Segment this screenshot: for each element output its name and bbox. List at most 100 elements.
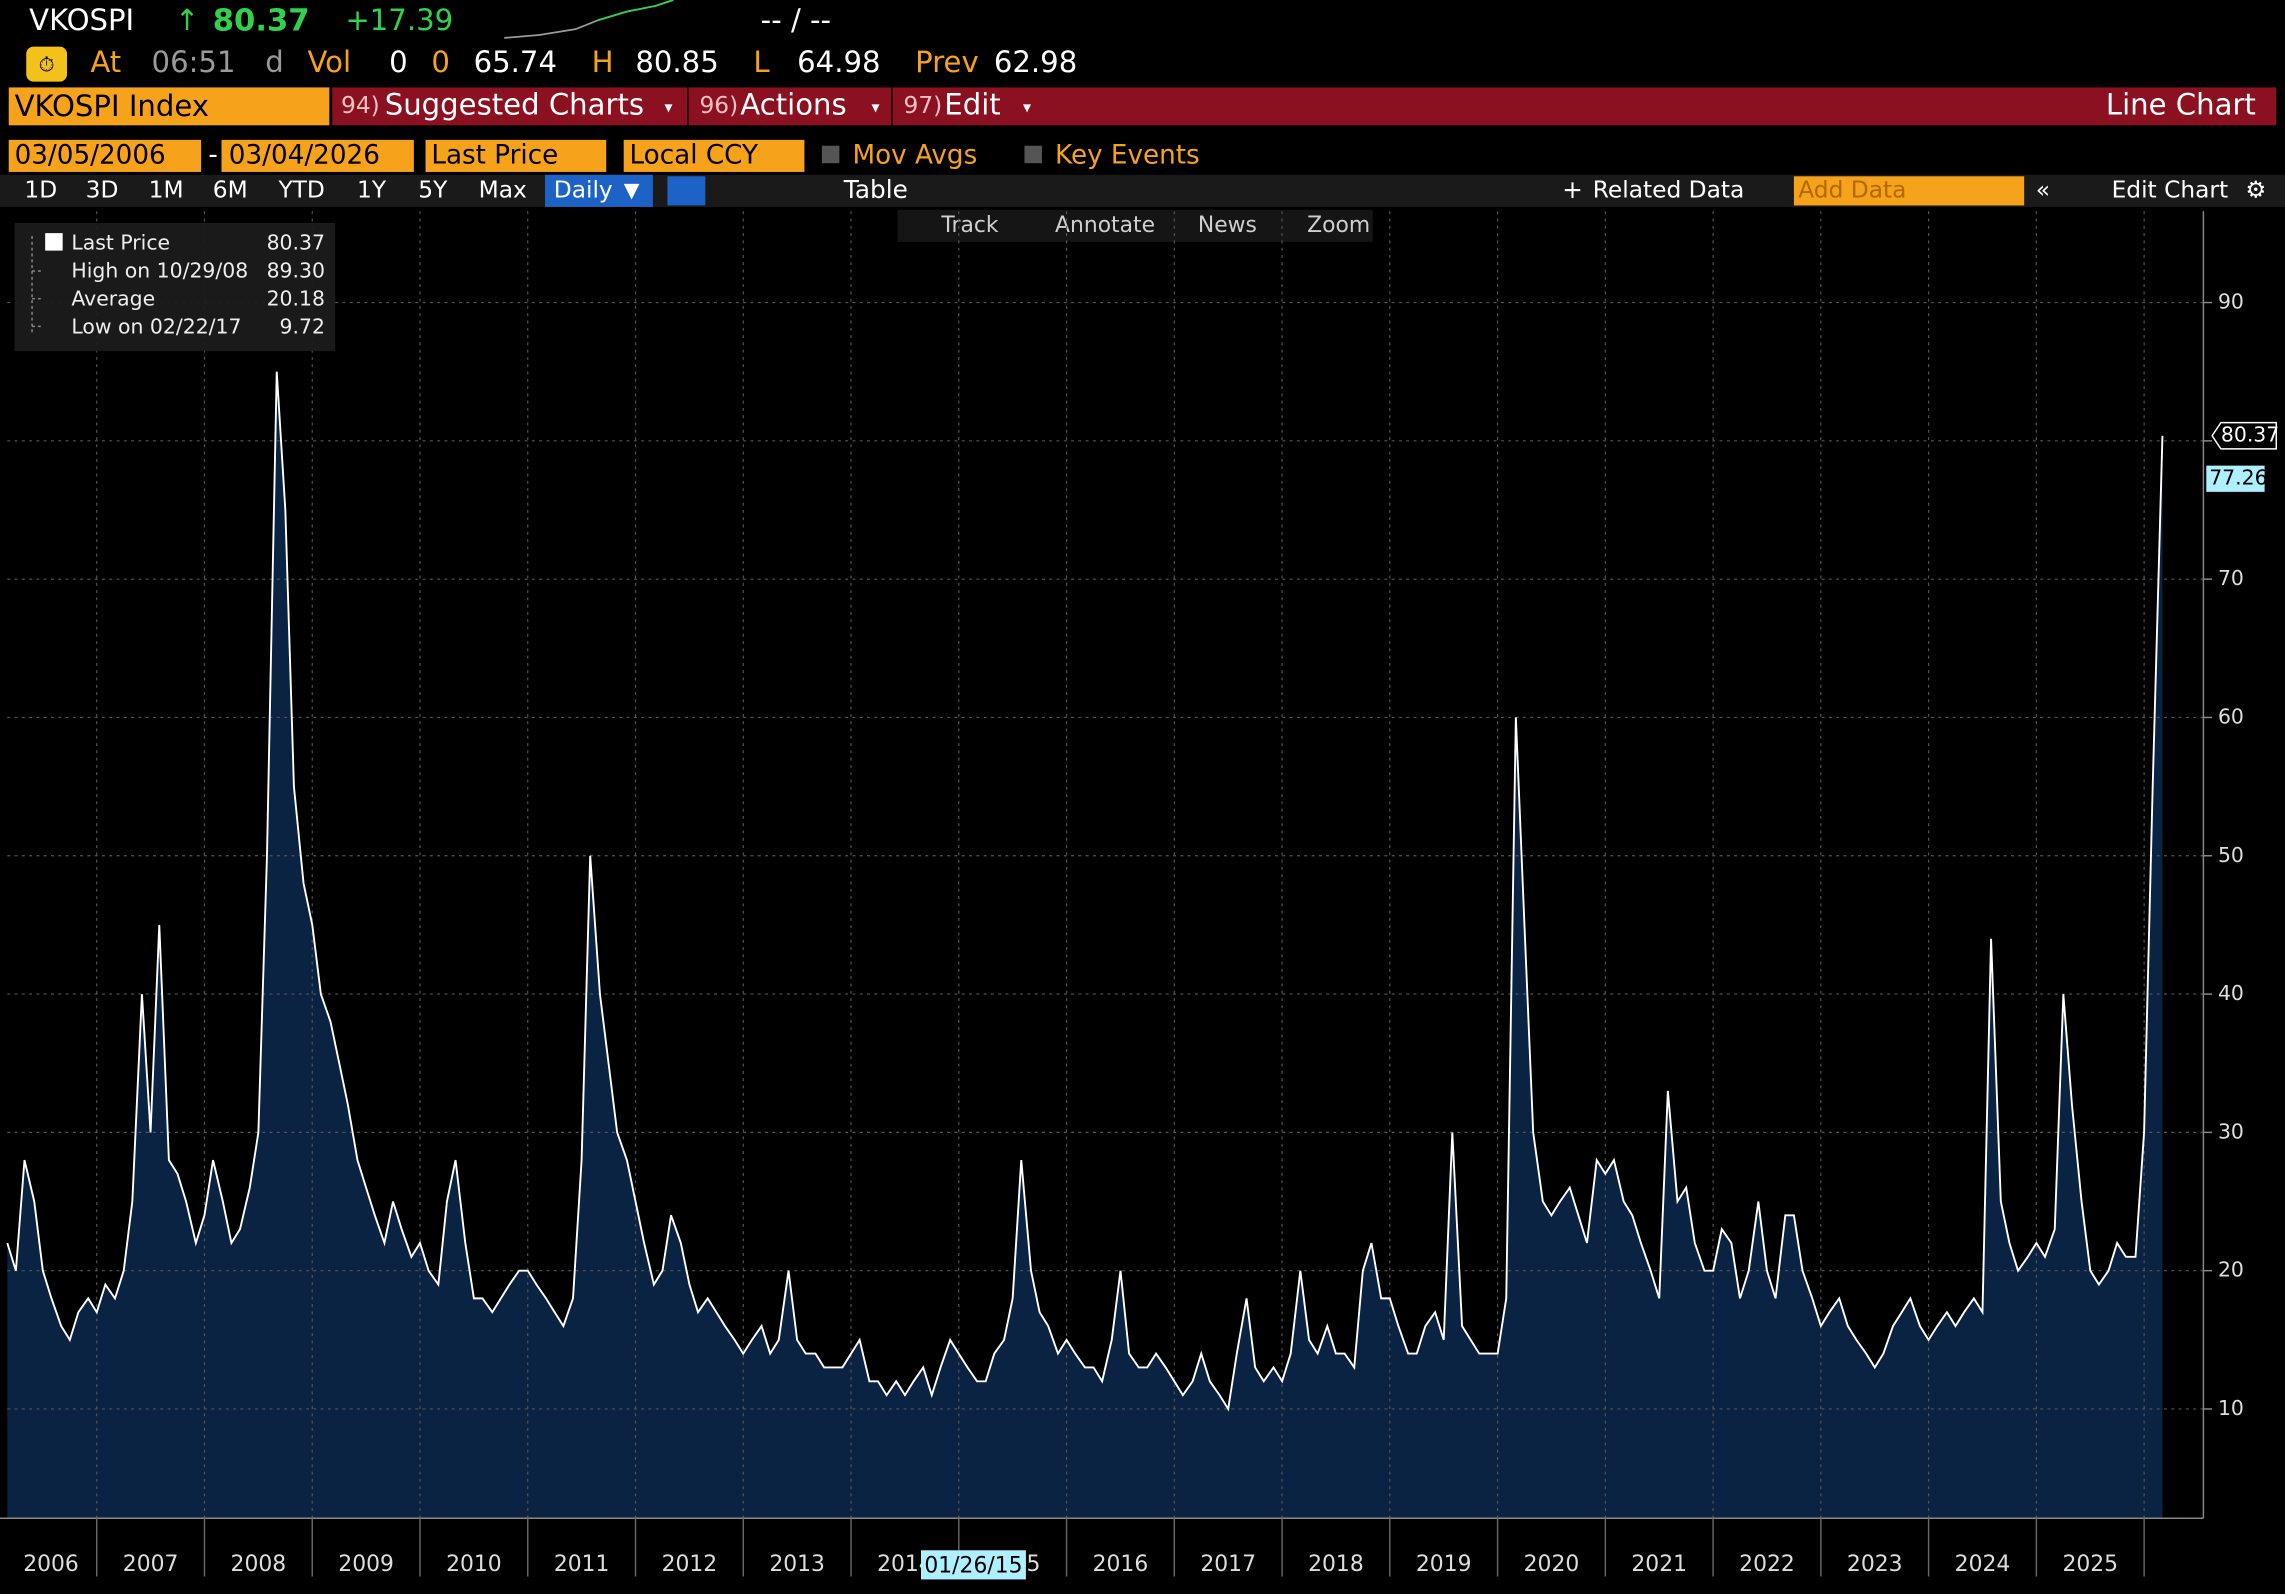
frequency[interactable]: Daily (554, 176, 613, 203)
menu-number[interactable]: 97) (904, 92, 943, 119)
security-box[interactable] (8, 87, 330, 126)
y-tick-label: 10 (2218, 1396, 2244, 1420)
period-button[interactable]: 5Y (418, 176, 448, 203)
currency-box[interactable] (623, 139, 805, 172)
chart-type-button[interactable] (667, 176, 706, 206)
vol: 0 (389, 45, 408, 79)
x-tick-label: 2011 (554, 1552, 610, 1577)
chart-tool[interactable]: Track (940, 213, 999, 238)
period-button[interactable]: 1D (24, 176, 57, 203)
x-tick-label: 2009 (338, 1552, 394, 1577)
y-tick-label: 30 (2218, 1119, 2244, 1143)
prev: 62.98 (994, 45, 1077, 79)
add-data[interactable]: Add Data (1798, 176, 1906, 203)
open: 65.74 (474, 45, 557, 79)
x-tick-label: 2022 (1739, 1552, 1795, 1577)
legend-label: Low on 02/22/17 (71, 315, 241, 339)
end-date[interactable]: 03/04/2026 (229, 140, 380, 170)
sparkline-up (597, 0, 674, 22)
period-button[interactable]: 6M (213, 176, 248, 203)
start-date[interactable]: 03/05/2006 (15, 140, 166, 170)
mov-avgs[interactable]: Mov Avgs (853, 140, 978, 170)
legend-tree (31, 236, 44, 336)
x-tick-label: 2012 (662, 1552, 718, 1577)
checkbox[interactable] (1024, 145, 1042, 164)
menu-item[interactable]: Suggested Charts (385, 87, 644, 121)
at-label: At (90, 45, 121, 79)
low: 64.98 (797, 45, 880, 79)
x-tick-label: 2006 (23, 1552, 79, 1577)
area-fill (7, 371, 2163, 1519)
x-tick-label: 2020 (1524, 1552, 1580, 1577)
x-tick-label: 2016 (1093, 1552, 1149, 1577)
chart-tool[interactable]: Annotate (1055, 213, 1155, 238)
time: 06:51 (152, 45, 236, 79)
x-tick-label: 2013 (769, 1552, 825, 1577)
menu-item[interactable]: Edit (944, 87, 1000, 121)
axis-marker (2206, 465, 2265, 492)
crosshair-date: 01/26/15 (924, 1553, 1022, 1578)
change: +17.39 (345, 3, 453, 37)
alert-icon[interactable] (26, 46, 68, 82)
y-tick-label: 70 (2218, 566, 2244, 590)
start-date-box[interactable] (8, 139, 202, 172)
axis-marker-label: 77.26 (2209, 466, 2267, 490)
frequency-button[interactable] (545, 174, 653, 207)
edit-chart[interactable]: Edit Chart (2112, 176, 2229, 203)
x-tick-label: 2017 (1200, 1552, 1256, 1577)
field[interactable]: Last Price (431, 140, 558, 170)
x-tick-label: 2008 (231, 1552, 287, 1577)
add-data-box[interactable] (1793, 176, 2025, 206)
legend-value: 9.72 (280, 315, 325, 339)
axis-marker (2211, 421, 2277, 450)
y-tick-label: 40 (2218, 981, 2244, 1005)
period-button[interactable]: 1M (149, 176, 184, 203)
y-tick-label: 60 (2218, 704, 2244, 728)
x-tick-label: 2018 (1308, 1552, 1364, 1577)
menu-caret: ▾ (1023, 97, 1031, 116)
period-button[interactable]: YTD (277, 176, 324, 203)
low-label: L (753, 45, 770, 79)
high: 80.85 (635, 45, 718, 79)
x-tick-label: 2023 (1847, 1552, 1903, 1577)
chart-kind: Line Chart (2106, 87, 2256, 121)
currency[interactable]: Local CCY (630, 140, 759, 170)
x-tick-label: 2024 (1955, 1552, 2011, 1577)
menu-bar (332, 87, 2277, 126)
related-data[interactable]: Related Data (1593, 176, 1745, 203)
date-dash: - (208, 140, 217, 170)
end-date-box[interactable] (221, 139, 414, 172)
field-box[interactable] (425, 139, 607, 172)
legend-swatch (45, 233, 63, 251)
prev-label: Prev (915, 45, 979, 79)
x-tick-label: 2025 (2062, 1552, 2118, 1577)
table-button[interactable]: Table (843, 175, 908, 204)
crosshair-date-box (920, 1550, 1026, 1580)
collapse: « (2036, 176, 2050, 203)
x-tick-label: 2010 (446, 1552, 502, 1577)
security[interactable]: VKOSPI Index (15, 89, 209, 123)
ticker: VKOSPI (29, 3, 134, 37)
menu-item[interactable]: Actions (740, 87, 846, 121)
x-tick-label: 2019 (1416, 1552, 1472, 1577)
settings-icon[interactable]: ⚙ (2245, 176, 2266, 203)
period-button[interactable]: 1Y (357, 176, 387, 203)
axis-marker-label: 80.37 (2221, 423, 2279, 447)
period-button[interactable]: Max (479, 176, 527, 203)
chart-tool[interactable]: News (1198, 213, 1257, 238)
legend-box (14, 222, 336, 352)
frequency-caret: ▼ (624, 178, 640, 202)
up-arrow: ↑ (175, 3, 199, 37)
checkbox[interactable] (821, 145, 840, 164)
chart-tool[interactable]: Zoom (1307, 213, 1370, 238)
plus: + (1562, 175, 1583, 204)
price-line (6, 371, 2164, 1412)
bid-ask: -- / -- (761, 3, 831, 37)
y-tick-label: 20 (2218, 1258, 2244, 1282)
menu-number[interactable]: 96) (699, 92, 738, 119)
menu-number[interactable]: 94) (341, 92, 380, 119)
key-events[interactable]: Key Events (1055, 140, 1200, 170)
high-label: H (592, 45, 614, 79)
period-button[interactable]: 3D (86, 176, 119, 203)
